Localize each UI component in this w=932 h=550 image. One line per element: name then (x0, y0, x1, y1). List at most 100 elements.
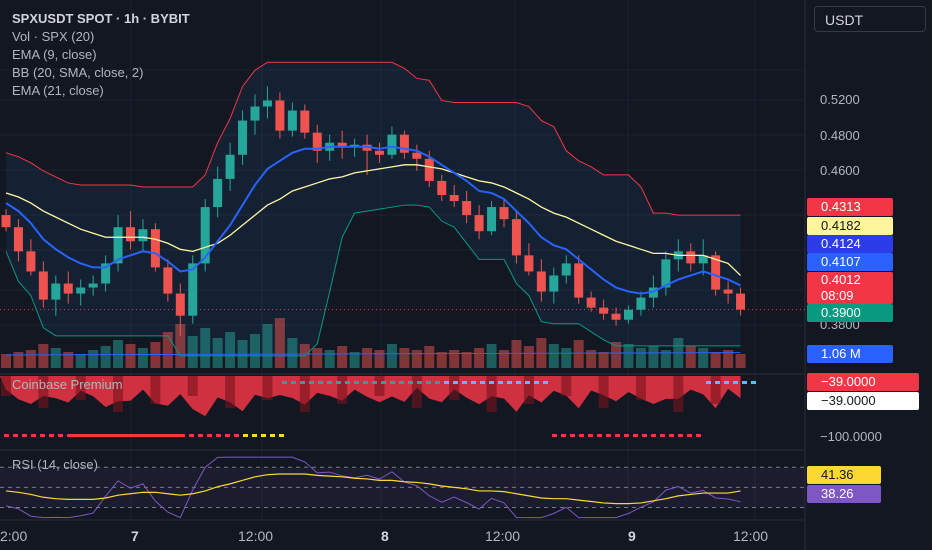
premium-dot (706, 381, 711, 384)
premium-dot (426, 381, 431, 384)
volume-bar (573, 340, 584, 368)
premium-dot (90, 434, 95, 437)
volume-bar (548, 344, 559, 368)
last-price: 0.4012 (821, 272, 861, 287)
premium-dot (81, 434, 86, 437)
rsi-label[interactable]: RSI (14, close) (12, 457, 98, 472)
volume-bar (698, 348, 709, 368)
volume-bar (25, 350, 36, 368)
symbol-title[interactable]: SPXUSDT SPOT · 1h · BYBIT (12, 11, 190, 26)
candle-body (586, 297, 596, 308)
premium-dot (175, 434, 180, 437)
candle-body (487, 207, 497, 232)
premium-dot (588, 434, 593, 437)
volume-bar (50, 348, 61, 368)
candle-body (287, 110, 297, 131)
premium-dot (372, 381, 377, 384)
candlesticks (1, 86, 746, 336)
candle-body (412, 152, 422, 159)
premium-dot (733, 381, 738, 384)
candle-body (611, 313, 621, 320)
premium-dot (225, 434, 230, 437)
premium-dot (660, 434, 665, 437)
premium-dot (471, 381, 476, 384)
candle-body (1, 215, 11, 228)
premium-dot (507, 381, 512, 384)
volume-bar (685, 346, 696, 368)
volume-bar (424, 346, 435, 368)
candle-body (138, 229, 148, 242)
premium-dot (408, 381, 413, 384)
currency-button[interactable]: USDT (814, 6, 926, 32)
candle-body (698, 255, 708, 264)
volume-bar (399, 348, 410, 368)
volume-bar (75, 354, 86, 368)
premium-bar (225, 376, 236, 408)
volume-bar (137, 348, 148, 368)
premium-dot (112, 434, 117, 437)
premium-axis-label: −100.0000 (820, 429, 882, 444)
premium-dot (327, 381, 332, 384)
volume-bar (586, 350, 597, 368)
legend-volume[interactable]: Vol · SPX (20) (12, 29, 95, 44)
legend-ema21[interactable]: EMA (21, close) (12, 83, 104, 98)
premium-dot (94, 434, 99, 437)
premium-bar (374, 376, 385, 396)
volume-bar (312, 348, 323, 368)
volume-bar (187, 336, 198, 368)
volume-bar (598, 352, 609, 368)
premium-dot (234, 434, 239, 437)
rsi-pane (0, 456, 805, 519)
price-axis-label: 0.4800 (820, 128, 860, 143)
premium-value-tag: −39.0000 (807, 373, 919, 391)
candle-body (399, 134, 409, 153)
premium-dot (615, 434, 620, 437)
legend-bb[interactable]: BB (20, SMA, close, 2) (12, 65, 144, 80)
time-axis-label: 2:00 (0, 528, 28, 544)
time-axis-label: 8 (381, 528, 389, 544)
premium-dot (561, 434, 566, 437)
volume-bar (63, 352, 74, 368)
volume-bar (623, 344, 634, 368)
volume-bar (362, 348, 373, 368)
premium-dot (157, 434, 162, 437)
volume-bar (337, 346, 348, 368)
premium-dot (31, 434, 36, 437)
premium-dot (117, 434, 122, 437)
candle-body (250, 106, 260, 121)
premium-bar (673, 376, 684, 412)
premium-dot (261, 434, 266, 437)
candle-body (736, 293, 746, 310)
coinbase-premium-label[interactable]: Coinbase Premium (12, 377, 123, 392)
bb-basis-tag: 0.4107 (807, 253, 893, 271)
time-axis-label: 12:00 (733, 528, 769, 544)
candle-body (636, 297, 646, 310)
candle-body (350, 144, 360, 147)
volume-bar (436, 352, 447, 368)
premium-dot (153, 434, 158, 437)
premium-dot (72, 434, 77, 437)
candle-body (76, 287, 86, 294)
volume-bar (461, 352, 472, 368)
premium-dot (678, 434, 683, 437)
candle-body (175, 293, 185, 316)
premium-bar (75, 376, 86, 400)
chart-grid (0, 0, 806, 550)
premium-dot (516, 381, 521, 384)
premium-dot (696, 434, 701, 437)
coinbase-premium-pane (0, 376, 756, 437)
premium-dot (67, 434, 72, 437)
premium-dot (121, 434, 126, 437)
premium-dot (453, 381, 458, 384)
ema9-line (5, 145, 741, 295)
candle-body (225, 154, 235, 179)
rsi-ma-tag: 41.36 (807, 466, 881, 484)
volume-bar (274, 318, 285, 368)
premium-bar (449, 376, 460, 400)
candle-body (126, 227, 135, 242)
premium-dot (22, 434, 27, 437)
legend-ema9[interactable]: EMA (9, close) (12, 47, 97, 62)
premium-dot (171, 434, 176, 437)
candle-body (300, 110, 310, 133)
